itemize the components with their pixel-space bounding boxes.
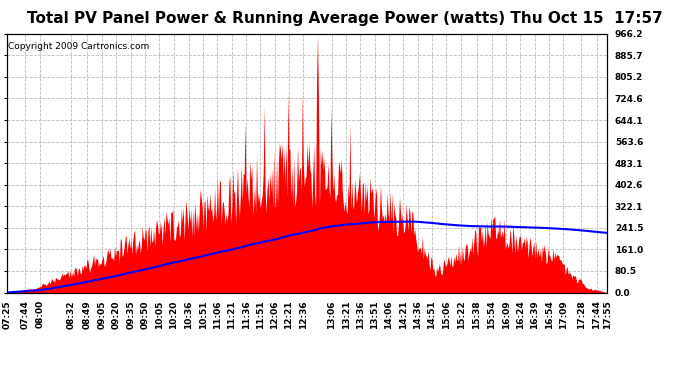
Text: Copyright 2009 Cartronics.com: Copyright 2009 Cartronics.com (8, 42, 149, 51)
Text: Total PV Panel Power & Running Average Power (watts) Thu Oct 15  17:57: Total PV Panel Power & Running Average P… (27, 11, 663, 26)
